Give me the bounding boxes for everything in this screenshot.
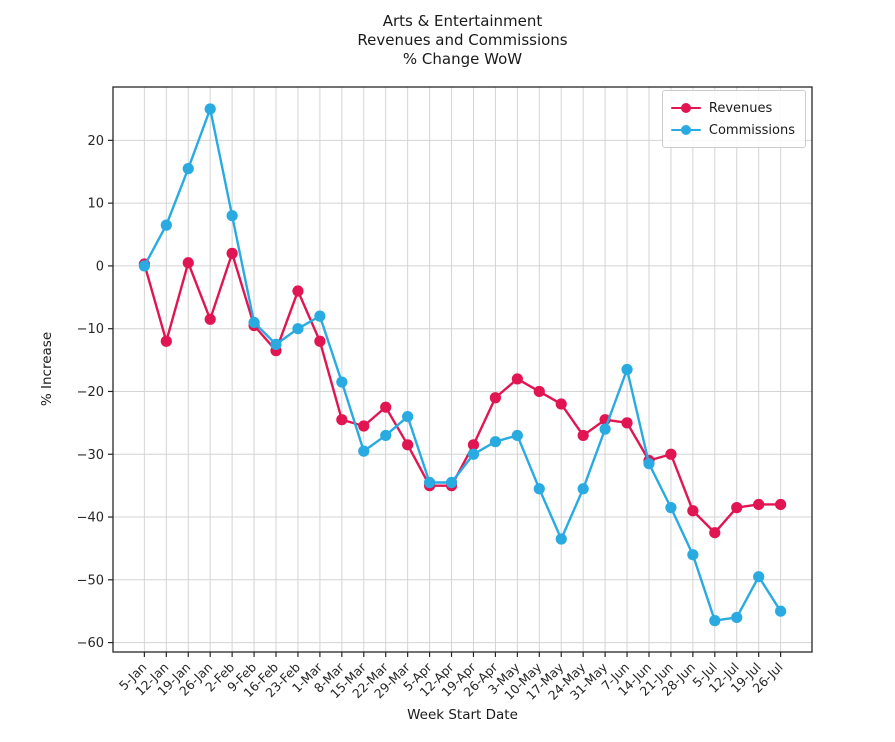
legend-label-commissions: Commissions <box>708 122 795 138</box>
series-line-revenues <box>143 252 782 534</box>
data-point-revenues <box>380 401 392 413</box>
data-point-commissions <box>358 445 370 457</box>
data-point-revenues <box>358 420 370 432</box>
data-point-commissions <box>775 605 787 617</box>
data-point-commissions <box>226 210 238 222</box>
data-point-revenues <box>160 335 172 347</box>
data-point-revenues <box>204 313 216 325</box>
data-point-revenues <box>182 257 194 269</box>
data-point-commissions <box>643 458 655 470</box>
legend-label-revenues: Revenues <box>708 100 773 116</box>
data-point-commissions <box>336 376 348 388</box>
data-point-revenues <box>731 502 743 514</box>
data-point-revenues <box>709 527 721 539</box>
data-point-revenues <box>489 392 502 404</box>
series-line-commissions <box>143 107 782 622</box>
data-point-revenues <box>467 439 480 451</box>
data-point-commissions <box>599 423 611 435</box>
legend-item-commissions: Commissions <box>670 119 795 141</box>
data-point-revenues <box>314 335 326 347</box>
data-point-commissions <box>665 502 677 514</box>
data-point-revenues <box>577 429 589 442</box>
data-point-commissions <box>489 436 502 448</box>
chart-title-line1: Arts & Entertainment <box>382 12 543 30</box>
legend: Revenues Commissions <box>661 90 806 148</box>
y-tick-label: 20 <box>87 134 104 149</box>
y-axis-label: % Increase <box>39 331 55 407</box>
plot-border <box>112 86 813 653</box>
data-point-commissions <box>709 615 721 627</box>
legend-marker-commissions-icon <box>670 124 701 136</box>
chart-title: Arts & Entertainment Revenues and Commis… <box>113 12 812 69</box>
x-axis-label: Week Start Date <box>407 707 518 723</box>
data-point-commissions <box>292 323 304 335</box>
data-point-revenues <box>775 498 787 511</box>
data-point-commissions <box>402 410 414 423</box>
y-tick-label: −50 <box>77 573 104 588</box>
chart-title-line2: Revenues and Commissions <box>357 31 568 49</box>
data-point-revenues <box>402 439 414 451</box>
legend-dot-icon <box>680 103 691 113</box>
data-point-commissions <box>753 571 765 583</box>
data-point-commissions <box>270 338 282 350</box>
y-tick-label: 10 <box>87 197 104 212</box>
legend-dot-icon <box>680 125 691 135</box>
data-point-revenues <box>555 398 567 410</box>
data-point-revenues <box>226 247 238 259</box>
data-point-commissions <box>138 260 150 272</box>
data-point-commissions <box>314 310 326 322</box>
data-point-commissions <box>160 219 172 231</box>
data-point-commissions <box>577 483 589 495</box>
data-point-revenues <box>336 414 348 426</box>
data-point-revenues <box>511 373 523 385</box>
data-point-commissions <box>533 483 545 495</box>
y-tick-label: −60 <box>77 636 104 651</box>
data-point-commissions <box>182 163 194 175</box>
data-point-commissions <box>555 533 567 545</box>
data-point-commissions <box>380 429 392 442</box>
data-point-commissions <box>511 429 523 442</box>
y-tick-label: 0 <box>96 259 104 274</box>
y-tick-label: −40 <box>77 511 104 526</box>
data-point-revenues <box>687 505 699 517</box>
data-point-revenues <box>533 385 545 398</box>
data-point-commissions <box>423 476 436 489</box>
y-tick-label: −30 <box>77 448 104 463</box>
y-tick-label: −10 <box>77 322 104 337</box>
data-point-commissions <box>621 363 633 376</box>
data-point-commissions <box>467 448 480 460</box>
legend-marker-revenues-icon <box>670 102 701 114</box>
data-point-revenues <box>292 285 304 297</box>
data-point-commissions <box>248 316 260 329</box>
data-point-commissions <box>687 549 699 561</box>
data-point-revenues <box>621 417 633 429</box>
legend-item-revenues: Revenues <box>670 97 795 119</box>
data-point-commissions <box>731 611 743 624</box>
data-point-revenues <box>665 448 677 460</box>
data-point-commissions <box>445 476 458 489</box>
y-tick-label: −20 <box>77 385 104 400</box>
data-point-revenues <box>753 498 765 511</box>
chart-title-line3: % Change WoW <box>402 50 523 68</box>
data-point-commissions <box>204 103 216 115</box>
